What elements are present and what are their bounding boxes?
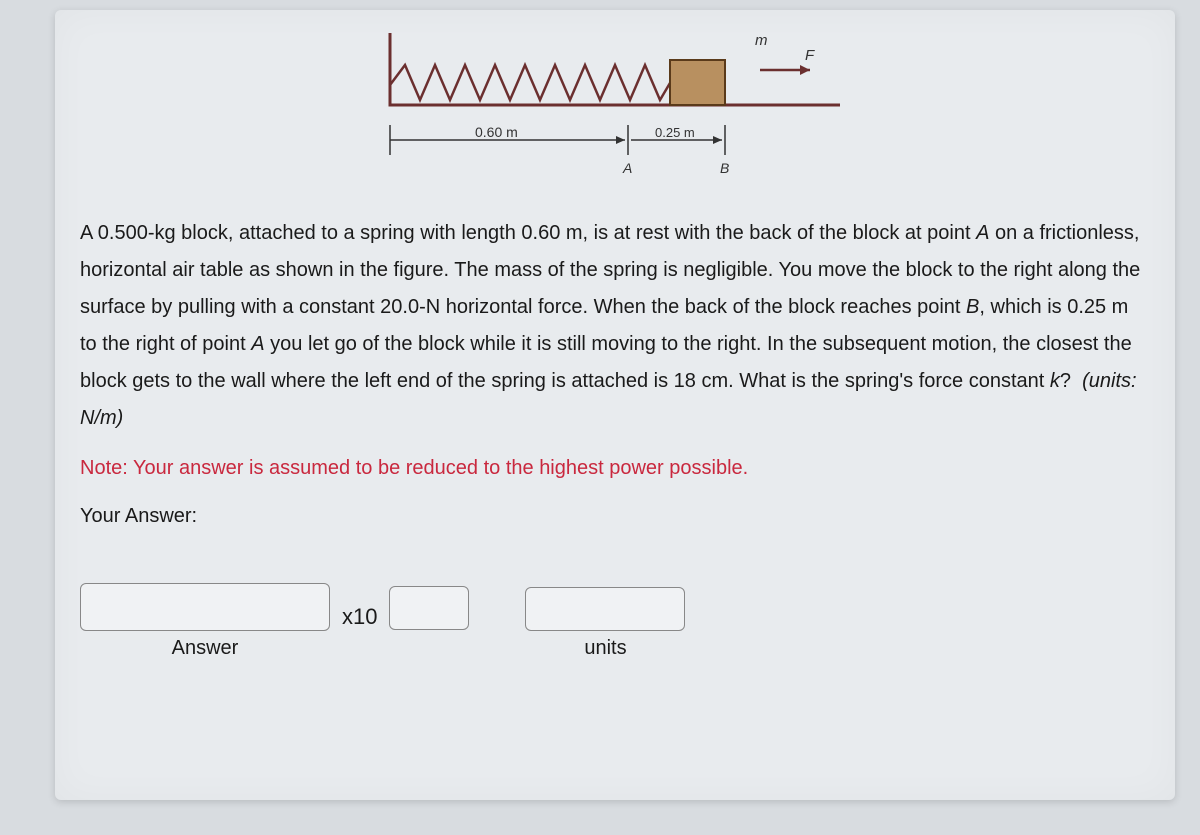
note-label: Note: [80, 457, 128, 479]
point-a: A [622, 160, 632, 176]
units-group: units [525, 587, 685, 660]
dim-025: 0.25 m [655, 125, 695, 140]
spring-block-diagram: m F 0.60 m A 0.25 m B [360, 25, 870, 195]
answer-label: Answer [172, 637, 239, 660]
answer-row: Answer x10 units [80, 583, 1150, 660]
problem-text: A 0.500-kg block, attached to a spring w… [80, 215, 1150, 437]
units-input[interactable] [525, 587, 685, 631]
answer-exp-input[interactable] [389, 586, 469, 630]
force-label: F [805, 47, 815, 64]
x10-label: x10 [338, 604, 381, 660]
question-page: m F 0.60 m A 0.25 m B A 0.500-kg block, … [55, 10, 1175, 800]
mass-label: m [755, 32, 768, 49]
answer-coeff-group: Answer [80, 583, 330, 660]
your-answer-label: Your Answer: [80, 505, 1150, 528]
units-label: units [584, 637, 626, 660]
note-body: Your answer is assumed to be reduced to … [133, 457, 748, 479]
answer-coeff-input[interactable] [80, 583, 330, 631]
point-b: B [720, 160, 729, 176]
figure-container: m F 0.60 m A 0.25 m B [80, 25, 1150, 195]
note: Note: Your answer is assumed to be reduc… [80, 457, 1150, 480]
dim-060: 0.60 m [475, 124, 518, 140]
